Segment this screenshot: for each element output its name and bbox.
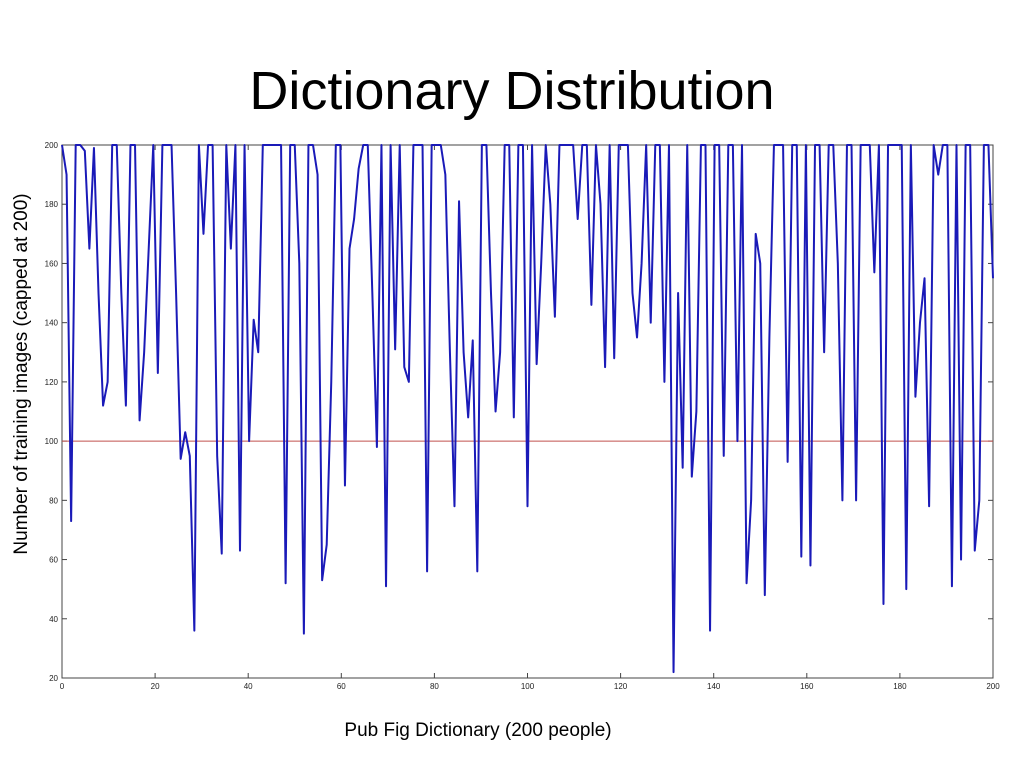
- series-line: [61, 144, 994, 674]
- y-axis-label: Number of training images (capped at 200…: [11, 193, 32, 555]
- x-tick-label: 200: [986, 682, 1000, 691]
- x-tick-label: 100: [521, 682, 535, 691]
- y-tick-label: 60: [49, 556, 58, 565]
- x-tick-label: 60: [337, 682, 346, 691]
- y-tick-label: 20: [49, 674, 58, 683]
- slide-title: Dictionary Distribution: [249, 61, 775, 121]
- y-tick-label: 40: [49, 615, 58, 624]
- y-tick-label: 200: [45, 141, 59, 150]
- y-tick-label: 120: [45, 378, 59, 387]
- x-tick-label: 40: [244, 682, 253, 691]
- y-tick-label: 100: [45, 437, 59, 446]
- y-tick-label: 140: [45, 319, 59, 328]
- x-tick-label: 180: [893, 682, 907, 691]
- x-tick-label: 160: [800, 682, 814, 691]
- y-tick-label: 160: [45, 259, 59, 268]
- x-tick-label: 20: [151, 682, 160, 691]
- y-tick-label: 80: [49, 496, 58, 505]
- axis-ticks: 0 20 40 60 80 100 120 140 160 180 2002040608010012…: [45, 141, 1001, 691]
- y-tick-label: 180: [45, 200, 59, 209]
- x-tick-label: 0: [60, 682, 65, 691]
- x-tick-label: 120: [614, 682, 628, 691]
- x-tick-label: 140: [707, 682, 721, 691]
- x-tick-label: 80: [430, 682, 439, 691]
- x-axis-label: Pub Fig Dictionary (200 people): [344, 720, 612, 741]
